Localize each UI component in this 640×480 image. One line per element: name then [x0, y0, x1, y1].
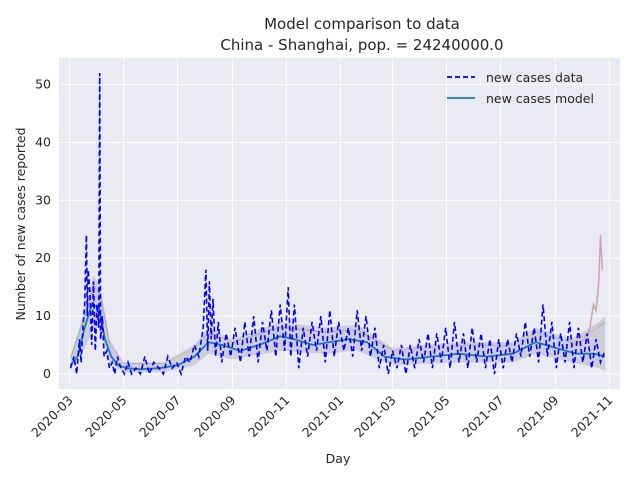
- x-tick-label: 2020-03: [28, 393, 76, 441]
- legend-label-model: new cases model: [486, 91, 594, 106]
- ensemble-trace-segment: [232, 326, 281, 344]
- y-axis-label: Number of new cases reported: [13, 127, 28, 320]
- chart-title: Model comparison to data: [264, 15, 460, 33]
- series-model-line: [69, 303, 606, 371]
- y-tick-label: 10: [35, 308, 51, 323]
- ensemble-trace-segment: [512, 331, 537, 346]
- x-tick-label: 2021-11: [568, 393, 616, 441]
- legend-label-data: new cases data: [486, 70, 583, 85]
- ensemble-trace-segment: [325, 329, 358, 333]
- x-tick-label: 2020-07: [136, 393, 184, 441]
- ensemble-trace-segment: [392, 344, 460, 352]
- ensemble-trace-segment: [99, 295, 111, 343]
- x-tick-label: 2020-09: [191, 392, 239, 440]
- chart-subtitle: China - Shanghai, pop. = 24240000.0: [220, 36, 503, 54]
- x-axis: 2020-03 2020-05 2020-07 2020-09 2020-11 2021-…: [28, 392, 615, 440]
- ensemble-trace-segment: [571, 326, 600, 344]
- series-layer: [69, 72, 606, 377]
- ensemble-trace-segment: [208, 331, 233, 344]
- x-tick-label: 2021-01: [299, 393, 347, 441]
- x-tick-label: 2021-09: [514, 392, 562, 440]
- x-tick-label: 2021-03: [351, 393, 399, 441]
- ensemble-trace-segment: [163, 347, 195, 365]
- y-tick-label: 40: [35, 134, 51, 149]
- outlier-trace: [571, 235, 604, 346]
- x-axis-label: Day: [326, 451, 351, 466]
- legend: new cases data new cases model: [447, 70, 594, 106]
- x-tick-label: 2020-05: [82, 393, 130, 441]
- grid: [59, 58, 620, 389]
- y-tick-label: 30: [35, 192, 51, 207]
- ensemble-trace-segment: [108, 342, 125, 364]
- y-axis: 0 10 20 30 40 50: [35, 77, 51, 381]
- y-tick-label: 50: [35, 77, 51, 92]
- x-tick-label: 2021-05: [405, 393, 453, 441]
- x-tick-label: 2021-07: [459, 393, 507, 441]
- series-data-line: [69, 72, 606, 377]
- ensemble-trace-segment: [93, 285, 102, 297]
- y-tick-label: 20: [35, 250, 51, 265]
- ensemble-band-area: [70, 275, 605, 373]
- ensemble-trace-segment: [598, 321, 606, 328]
- x-tick-label: 2020-11: [245, 393, 293, 441]
- y-tick-label: 0: [43, 366, 51, 381]
- ensemble-band: [69, 235, 606, 373]
